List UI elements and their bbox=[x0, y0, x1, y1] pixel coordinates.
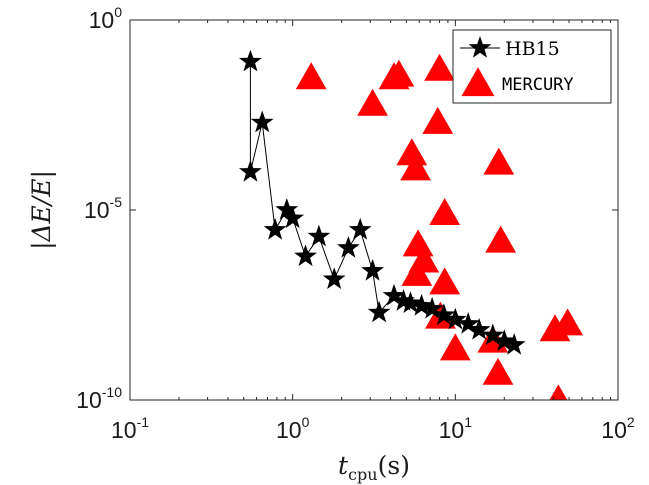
hb15-point-11 bbox=[361, 258, 384, 281]
x-axis-label-unit: (s) bbox=[378, 451, 410, 480]
hb15-point-6 bbox=[294, 244, 317, 267]
legend-label-hb15: HB15 bbox=[505, 38, 560, 60]
series-mercury bbox=[295, 53, 584, 400]
mercury-point-1 bbox=[357, 88, 388, 116]
hb15-point-5 bbox=[281, 206, 305, 229]
x-tick-label-2: 101 bbox=[439, 414, 473, 443]
hb15-point-15 bbox=[399, 291, 422, 313]
mercury-point-14 bbox=[429, 267, 461, 295]
axis-ticks bbox=[129, 19, 619, 401]
x-axis-label-main: t bbox=[338, 451, 349, 480]
legend: HB15 MERCURY bbox=[452, 29, 612, 104]
mercury-point-0 bbox=[295, 62, 327, 90]
series-hb15 bbox=[239, 49, 526, 355]
hb15-point-22 bbox=[481, 323, 505, 346]
hb15-point-17 bbox=[420, 296, 444, 319]
hb15-point-23 bbox=[492, 329, 516, 351]
hb15-point-12 bbox=[367, 300, 391, 323]
legend-entry-mercury: MERCURY bbox=[461, 67, 574, 97]
x-axis-label-subscript: cpu bbox=[348, 465, 378, 484]
hb15-point-0 bbox=[239, 49, 262, 72]
legend-label-mercury: MERCURY bbox=[502, 75, 574, 95]
hb15-point-9 bbox=[337, 236, 360, 258]
y-axis-label: |ΔE/E| bbox=[27, 170, 57, 250]
legend-star-marker bbox=[468, 36, 492, 58]
hb15-point-3 bbox=[263, 217, 287, 240]
legend-triangle-marker bbox=[461, 67, 495, 97]
legend-entry-hb15: HB15 bbox=[460, 36, 560, 60]
x-axis-label: tcpu(s) bbox=[338, 451, 410, 484]
hb15-point-18 bbox=[432, 303, 456, 325]
y-tick-label-1: 10-5 bbox=[84, 194, 122, 223]
hb15-point-20 bbox=[456, 312, 480, 334]
x-tick-label-1: 100 bbox=[276, 414, 310, 443]
mercury-point-20 bbox=[552, 308, 584, 336]
mercury-point-7 bbox=[400, 153, 432, 181]
mercury-point-5 bbox=[422, 106, 454, 134]
mercury-point-21 bbox=[549, 384, 568, 400]
x-axis-tick-labels: 10-1 100 101 102 bbox=[111, 414, 635, 443]
hb15-point-16 bbox=[410, 293, 433, 316]
hb15-point-24 bbox=[502, 333, 526, 355]
mercury-point-13 bbox=[401, 258, 433, 286]
y-axis-tick-labels: 10-10 10-5 100 bbox=[76, 4, 122, 413]
y-tick-label-0: 10-10 bbox=[76, 384, 122, 413]
hb15-point-8 bbox=[322, 267, 346, 289]
mercury-point-16 bbox=[439, 333, 471, 361]
x-tick-label-0: 10-1 bbox=[111, 414, 149, 443]
hb15-point-1 bbox=[239, 160, 262, 182]
mercury-point-9 bbox=[483, 147, 515, 175]
hb15-point-21 bbox=[467, 317, 491, 340]
x-tick-label-3: 102 bbox=[601, 414, 635, 443]
hb15-point-13 bbox=[382, 283, 406, 306]
mercury-point-10 bbox=[485, 225, 517, 253]
mercury-point-18 bbox=[482, 357, 514, 385]
mercury-point-6 bbox=[396, 138, 428, 166]
mercury-point-8 bbox=[429, 198, 461, 226]
mercury-point-4 bbox=[424, 53, 455, 81]
y-tick-label-2: 100 bbox=[89, 4, 123, 33]
hb15-point-4 bbox=[275, 198, 299, 220]
hb15-point-2 bbox=[250, 110, 274, 133]
hb15-point-19 bbox=[443, 307, 467, 330]
hb15-point-10 bbox=[348, 217, 372, 240]
hb15-point-7 bbox=[307, 224, 331, 247]
data-layer bbox=[239, 49, 584, 400]
mercury-point-3 bbox=[383, 59, 415, 87]
